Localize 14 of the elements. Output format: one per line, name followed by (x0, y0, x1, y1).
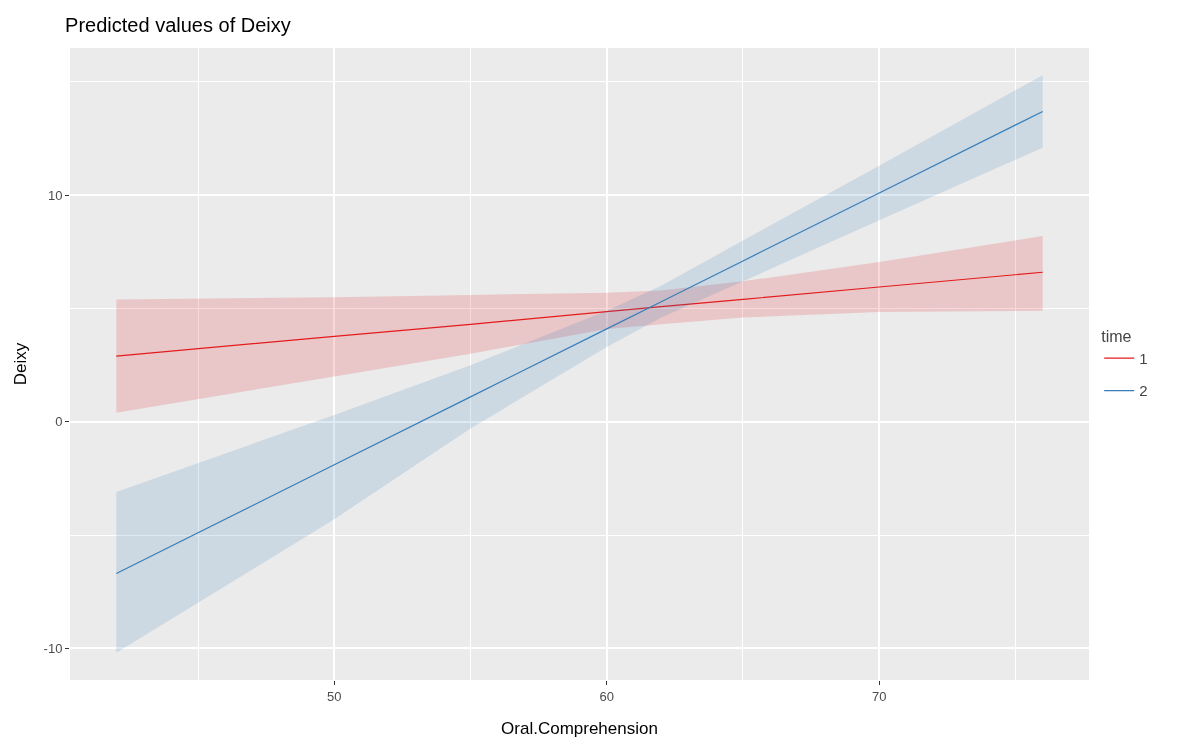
x-tick-label: 70 (871, 688, 887, 704)
legend-label: 2 (1139, 382, 1148, 400)
legend-title: time (1101, 327, 1132, 345)
y-tick-label: 10 (47, 187, 63, 203)
x-tick-label: 50 (327, 688, 342, 704)
chart-title: Predicted values of Deixy (65, 14, 291, 37)
y-tick-label: 0 (55, 414, 63, 430)
line-series (115, 271, 1044, 357)
x-tick-label: 60 (599, 688, 614, 704)
line-series (115, 110, 1044, 575)
y-axis-title: Deixy (11, 342, 30, 386)
legend-label: 1 (1139, 349, 1148, 367)
x-axis-title: Oral.Comprehension (501, 719, 658, 738)
y-tick-label: -10 (43, 640, 63, 656)
